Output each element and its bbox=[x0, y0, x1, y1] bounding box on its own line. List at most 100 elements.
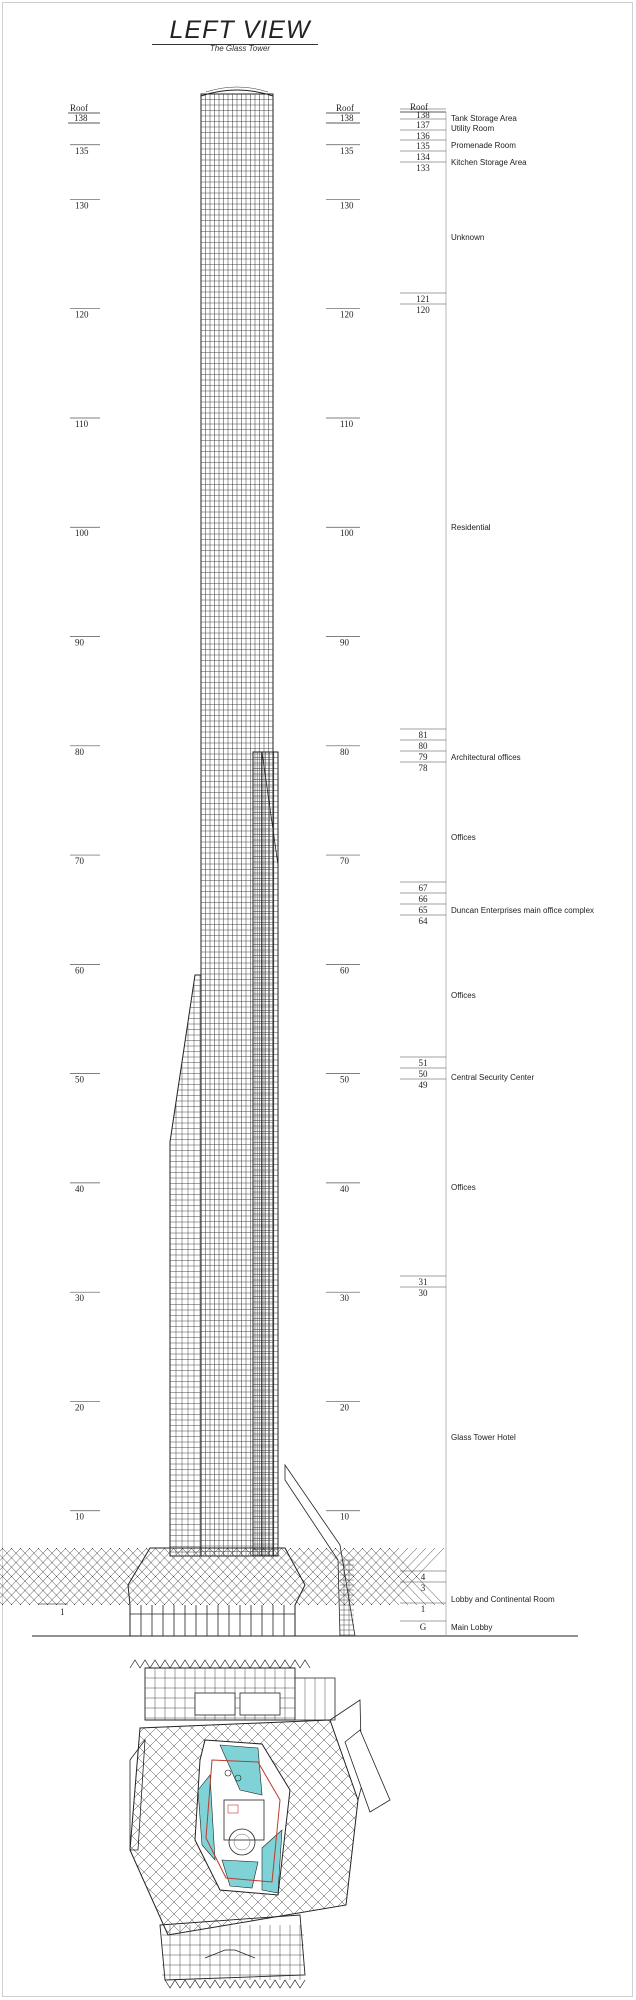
lattice-line bbox=[0, 1700, 64, 1960]
truss-diagonal bbox=[28, 1547, 85, 1606]
index-zone-label-1: Residential bbox=[451, 523, 491, 532]
index-floor-120: 120 bbox=[416, 305, 430, 315]
index-floor-67: 67 bbox=[419, 883, 429, 893]
truss-diagonal bbox=[262, 1547, 319, 1606]
lattice-line bbox=[0, 1700, 4, 1960]
lattice-line bbox=[130, 1720, 137, 1935]
lattice-line bbox=[536, 1700, 636, 1960]
lattice-line bbox=[488, 1700, 636, 1960]
lattice-line bbox=[331, 1720, 358, 1935]
left-scale-label-30: 30 bbox=[75, 1293, 85, 1303]
lattice-line bbox=[130, 1720, 173, 1935]
index-floor-135: 135 bbox=[416, 141, 430, 151]
left-scale-label-90: 90 bbox=[75, 638, 85, 648]
index-floor-4: 4 bbox=[421, 1572, 426, 1582]
lattice-line bbox=[0, 1700, 112, 1960]
left-scale-label-40: 40 bbox=[75, 1184, 85, 1194]
lattice-line bbox=[524, 1700, 636, 1960]
lattice-line bbox=[0, 1700, 112, 1960]
lattice-line bbox=[130, 1720, 233, 1935]
lattice-line bbox=[283, 1720, 358, 1935]
truss-diagonal bbox=[145, 1547, 202, 1606]
lattice-line bbox=[476, 1700, 636, 1960]
lattice-line bbox=[0, 1700, 76, 1960]
right-wing-floor-lines bbox=[253, 757, 278, 1556]
index-program-label-0: Tank Storage Area bbox=[451, 114, 517, 123]
lattice-line bbox=[0, 1700, 88, 1960]
mid-scale-label-110: 110 bbox=[340, 419, 354, 429]
mid-scale-label-40: 40 bbox=[340, 1184, 350, 1194]
truss-diagonal bbox=[190, 1547, 247, 1606]
lattice-line bbox=[0, 1700, 16, 1960]
truss-diagonal bbox=[118, 1547, 175, 1606]
truss-diagonal bbox=[1, 1547, 58, 1606]
mid-scale-label-130: 130 bbox=[340, 200, 354, 210]
truss-diagonal bbox=[307, 1547, 364, 1606]
lattice-line bbox=[452, 1700, 636, 1960]
truss-diagonal bbox=[343, 1547, 400, 1606]
truss-diagonal bbox=[217, 1547, 274, 1606]
left-scale-label-50: 50 bbox=[75, 1075, 85, 1085]
lattice-line bbox=[0, 1700, 88, 1960]
drawing-title: LEFT VIEW bbox=[169, 16, 311, 44]
lattice-line bbox=[130, 1720, 197, 1935]
truss-diagonal bbox=[0, 1547, 31, 1580]
left-scale-label-60: 60 bbox=[75, 965, 85, 975]
lattice-line bbox=[130, 1720, 185, 1935]
index-floor-133: 133 bbox=[416, 163, 430, 173]
lattice-line bbox=[0, 1700, 40, 1960]
main-shaft-mullions bbox=[205, 94, 269, 1556]
lattice-line bbox=[0, 1700, 52, 1960]
truss-diagonal bbox=[226, 1547, 283, 1606]
index-zone-label-2: Offices bbox=[451, 833, 476, 842]
mid-scale-label-10: 10 bbox=[340, 1512, 350, 1522]
right-wing bbox=[252, 751, 279, 1557]
lattice-line bbox=[271, 1720, 358, 1935]
index-floor-134: 134 bbox=[416, 152, 430, 162]
index-floor-31: 31 bbox=[419, 1277, 428, 1287]
lattice-line bbox=[307, 1720, 358, 1935]
podium bbox=[0, 1547, 445, 1637]
mid-scale-label-30: 30 bbox=[340, 1293, 350, 1303]
lattice-line bbox=[130, 1720, 197, 1935]
truss-diagonal bbox=[379, 1547, 436, 1606]
drawing-subtitle: The Glass Tower bbox=[209, 44, 271, 53]
lattice-line bbox=[235, 1720, 358, 1935]
lattice-line bbox=[307, 1720, 358, 1935]
left-scale-label-120: 120 bbox=[75, 310, 89, 320]
truss-diagonal bbox=[136, 1547, 193, 1606]
mid-scale-label-120: 120 bbox=[340, 310, 354, 320]
truss-diagonal bbox=[244, 1547, 301, 1606]
truss-diagonal bbox=[0, 1547, 22, 1571]
truss-diagonal bbox=[0, 1592, 13, 1606]
lattice-line bbox=[187, 1720, 358, 1935]
left-scale-label-70: 70 bbox=[75, 856, 85, 866]
main-shaft bbox=[200, 93, 274, 1557]
lattice-line bbox=[0, 1700, 4, 1960]
lattice-line bbox=[355, 1720, 358, 1935]
left-scale-label-110: 110 bbox=[75, 419, 89, 429]
truss-diagonal bbox=[0, 1554, 49, 1606]
glazed-wedge-south bbox=[221, 1859, 259, 1889]
atrium-circle bbox=[228, 1828, 256, 1856]
left-wing-outline bbox=[169, 974, 202, 1557]
index-floor-136: 136 bbox=[416, 131, 430, 141]
lattice-line bbox=[295, 1720, 358, 1935]
plan-main-footprint bbox=[0, 1699, 636, 1960]
site-floor-plan bbox=[0, 1659, 636, 1989]
mid-scale-label-50: 50 bbox=[340, 1075, 350, 1085]
column-marker bbox=[224, 1769, 232, 1777]
lattice-line bbox=[0, 1700, 76, 1960]
glazed-wedge-east bbox=[261, 1829, 283, 1894]
truss-diagonal bbox=[172, 1547, 229, 1606]
truss-diagonal bbox=[82, 1547, 139, 1606]
lattice-line bbox=[548, 1700, 636, 1960]
truss-diagonal bbox=[154, 1547, 211, 1606]
north-sawtooth-edge bbox=[129, 1659, 311, 1669]
index-floor-49: 49 bbox=[419, 1080, 429, 1090]
lattice-line bbox=[130, 1720, 209, 1935]
lattice-line bbox=[247, 1720, 358, 1935]
